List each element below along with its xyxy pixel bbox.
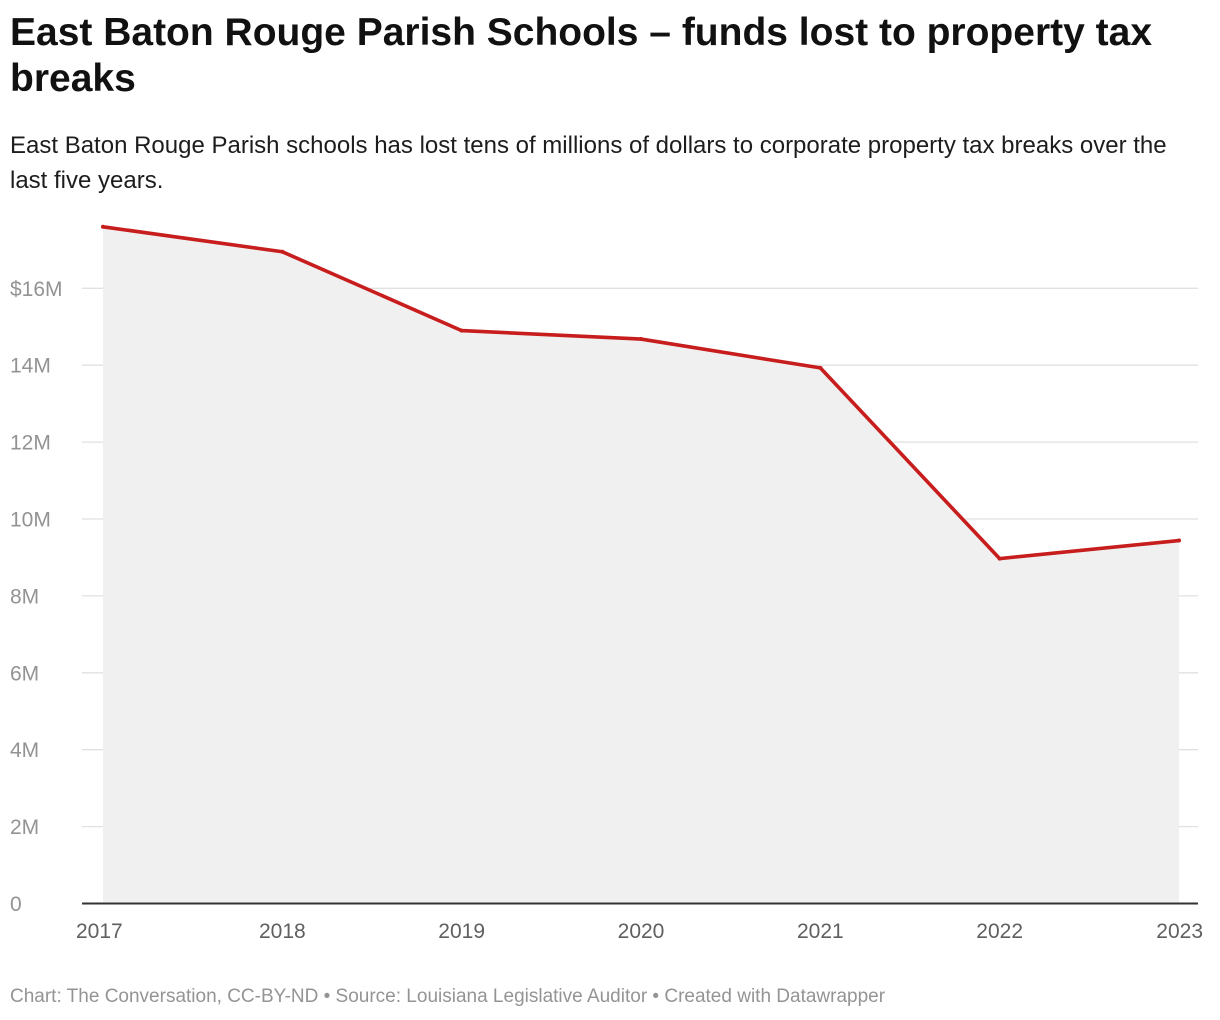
data-points xyxy=(101,224,1181,561)
y-tick-label: 14M xyxy=(10,355,51,378)
y-tick-label: 12M xyxy=(10,432,51,455)
y-tick-label: 10M xyxy=(10,509,51,532)
data-point xyxy=(997,556,1002,561)
chart-credit: Chart: The Conversation, CC-BY-ND • Sour… xyxy=(10,986,886,1007)
y-axis-ticks: 0 2M 4M 6M 8M 10M 12M 14M $16M xyxy=(10,278,63,916)
x-tick-label: 2021 xyxy=(797,920,844,943)
data-point xyxy=(639,337,643,342)
x-axis-ticks: 2017 2018 2019 2020 2021 2022 2023 xyxy=(76,920,1203,943)
data-point xyxy=(101,224,105,229)
y-tick-label: 2M xyxy=(10,816,39,839)
x-tick-label: 2022 xyxy=(976,920,1023,943)
y-tick-label: $16M xyxy=(10,278,63,301)
y-tick-label: 4M xyxy=(10,739,39,762)
x-tick-label: 2020 xyxy=(618,920,665,943)
y-tick-label: 0 xyxy=(10,893,22,916)
x-tick-label: 2019 xyxy=(438,920,485,943)
area-fill xyxy=(103,226,1179,904)
x-tick-label: 2017 xyxy=(76,920,123,943)
chart-title: East Baton Rouge Parish Schools – funds … xyxy=(10,11,1153,100)
data-point xyxy=(459,328,464,333)
chart-subtitle: East Baton Rouge Parish schools has lost… xyxy=(10,132,1167,194)
data-point xyxy=(280,249,285,254)
data-point xyxy=(1177,538,1181,543)
x-tick-label: 2023 xyxy=(1156,920,1203,943)
x-tick-label: 2018 xyxy=(259,920,306,943)
y-tick-label: 8M xyxy=(10,585,39,608)
data-point xyxy=(818,365,823,370)
y-tick-label: 6M xyxy=(10,662,39,685)
